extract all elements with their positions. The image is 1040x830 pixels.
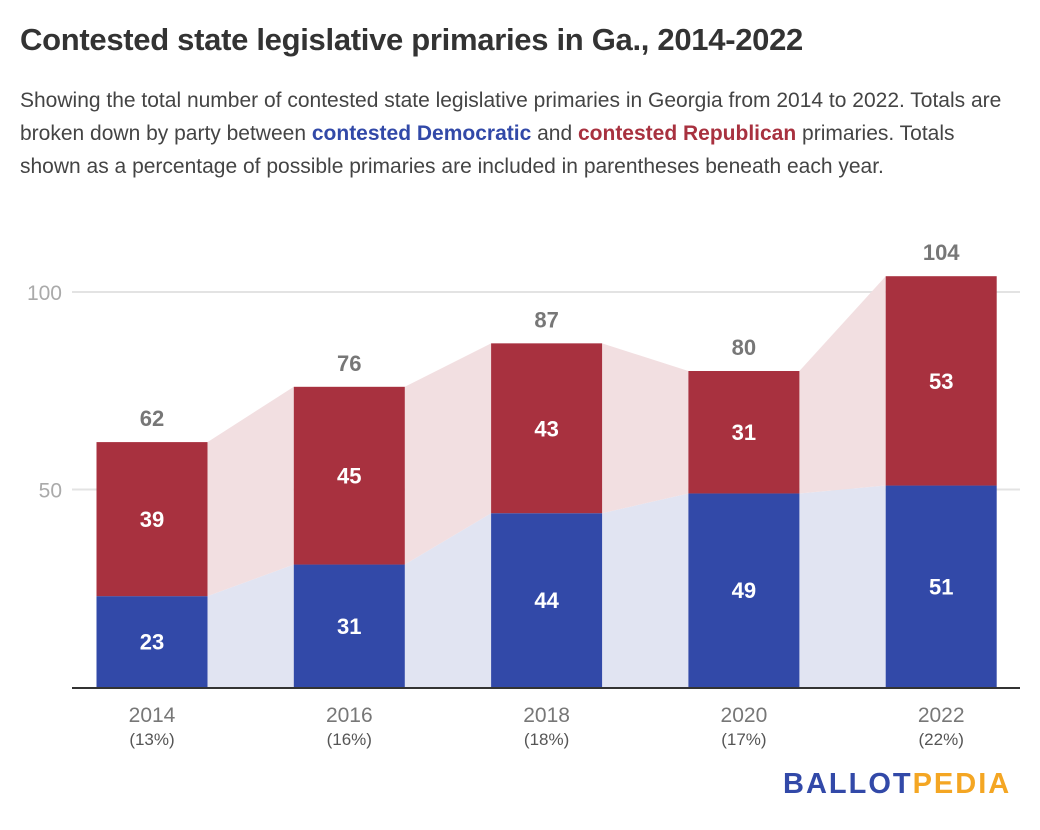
bar-republican [885, 276, 997, 486]
legend-republican: contested Republican [577, 122, 797, 145]
bar-democratic [885, 485, 997, 687]
data-label-republican: 39 [140, 507, 164, 532]
dem-band [799, 485, 886, 687]
bar-republican [96, 442, 208, 597]
x-tick-label: 2016 [326, 704, 373, 727]
dem-band [207, 564, 294, 687]
x-tick-sublabel: (17%) [721, 730, 766, 749]
bar-democratic [491, 513, 603, 687]
rep-band [404, 343, 492, 565]
subtitle-text: primaries. Totals shown as a percentage … [20, 122, 955, 178]
dem-band [404, 513, 492, 687]
ballotpedia-logo: BALLOTPEDIA [783, 768, 1011, 801]
bar-democratic [293, 564, 405, 687]
bar-republican [491, 343, 603, 514]
data-label-democratic: 49 [732, 578, 756, 603]
x-tick-label: 2014 [129, 704, 176, 727]
rep-band [602, 343, 689, 514]
data-label-total: 80 [732, 335, 756, 360]
rep-band [799, 276, 886, 494]
y-tick-label: 50 [39, 480, 62, 503]
x-tick-label: 2020 [721, 704, 768, 727]
dem-band [602, 493, 689, 687]
rep-band [207, 386, 294, 597]
data-label-total: 62 [140, 406, 164, 431]
data-label-total: 87 [534, 307, 558, 332]
legend-democratic: contested Democratic [311, 122, 532, 145]
bar-democratic [688, 493, 800, 687]
x-tick-sublabel: (18%) [524, 730, 569, 749]
data-label-total: 76 [337, 351, 361, 376]
logo-part: BALLOT [783, 768, 913, 800]
bar-democratic [96, 596, 208, 687]
chart-title: Contested state legislative primaries in… [20, 22, 803, 57]
data-label-democratic: 51 [929, 574, 953, 599]
bar-republican [293, 386, 405, 565]
chart-subtitle: Showing the total number of contested st… [20, 84, 1020, 183]
subtitle-text: Showing the total number of contested st… [20, 89, 1002, 145]
x-tick-label: 2018 [523, 704, 570, 727]
data-label-democratic: 44 [534, 588, 559, 613]
data-label-democratic: 23 [140, 630, 164, 655]
data-label-democratic: 31 [337, 614, 361, 639]
x-tick-sublabel: (13%) [129, 730, 174, 749]
x-tick-sublabel: (22%) [919, 730, 964, 749]
x-tick-label: 2022 [918, 704, 965, 727]
x-tick-sublabel: (16%) [327, 730, 372, 749]
data-label-total: 104 [923, 240, 960, 265]
logo-part: PEDIA [912, 768, 1012, 800]
y-tick-label: 100 [27, 282, 62, 305]
subtitle-text: and [531, 122, 578, 145]
data-label-republican: 31 [732, 420, 756, 445]
bar-republican [688, 371, 800, 494]
data-label-republican: 43 [534, 416, 558, 441]
data-label-republican: 45 [337, 464, 361, 489]
data-label-republican: 53 [929, 369, 953, 394]
